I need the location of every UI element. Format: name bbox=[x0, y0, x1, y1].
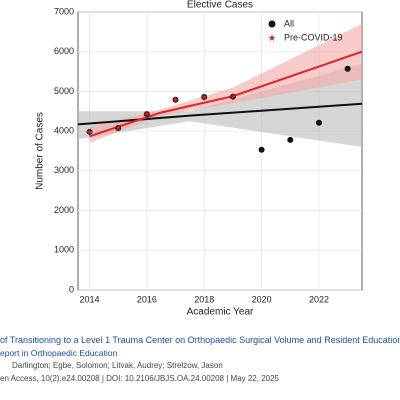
legend-marker bbox=[268, 34, 276, 41]
citation-journal[interactable]: eport in Orthopaedic Education bbox=[0, 348, 118, 358]
point bbox=[258, 146, 265, 153]
y-tick-label: 6000 bbox=[54, 46, 74, 56]
citation-authors: Darlington; Egbe, Solomon; Litvak, Audre… bbox=[12, 361, 223, 370]
point bbox=[86, 128, 93, 135]
citation-details: en Access, 10(2):e24.00208 | DOI: 10.210… bbox=[0, 374, 279, 383]
citation-title[interactable]: of Transitioning to a Level 1 Trauma Cen… bbox=[0, 335, 400, 345]
chart: Elective Cases Academic Year Number of C… bbox=[35, 0, 363, 318]
y-tick-label: 0 bbox=[69, 284, 74, 294]
x-tick-label: 2018 bbox=[194, 294, 214, 304]
point bbox=[172, 96, 179, 103]
x-tick-label: 2022 bbox=[309, 294, 329, 304]
chart-title: Elective Cases bbox=[187, 0, 253, 11]
y-tick-label: 1000 bbox=[54, 245, 74, 255]
point bbox=[287, 136, 294, 143]
point bbox=[230, 93, 236, 100]
y-tick-label: 5000 bbox=[54, 86, 74, 96]
legend-label: Pre-COVID-19 bbox=[284, 32, 343, 42]
fit-line bbox=[77, 102, 363, 126]
y-tick-label: 3000 bbox=[54, 165, 74, 175]
x-axis-label: Academic Year bbox=[187, 307, 254, 318]
y-tick-label: 7000 bbox=[54, 6, 74, 16]
point bbox=[344, 65, 351, 72]
y-axis-label: Number of Cases bbox=[35, 112, 46, 190]
point bbox=[115, 124, 122, 131]
x-tick-label: 2020 bbox=[252, 294, 272, 304]
point bbox=[201, 93, 208, 100]
fit-line bbox=[89, 50, 363, 138]
x-tick-label: 2016 bbox=[137, 294, 157, 304]
y-tick-label: 2000 bbox=[54, 205, 74, 215]
point bbox=[315, 119, 322, 126]
legend-label: All bbox=[284, 18, 294, 28]
legend-marker bbox=[268, 20, 276, 28]
x-tick-label: 2014 bbox=[79, 294, 99, 304]
y-tick-label: 4000 bbox=[54, 126, 74, 136]
point bbox=[143, 111, 150, 117]
